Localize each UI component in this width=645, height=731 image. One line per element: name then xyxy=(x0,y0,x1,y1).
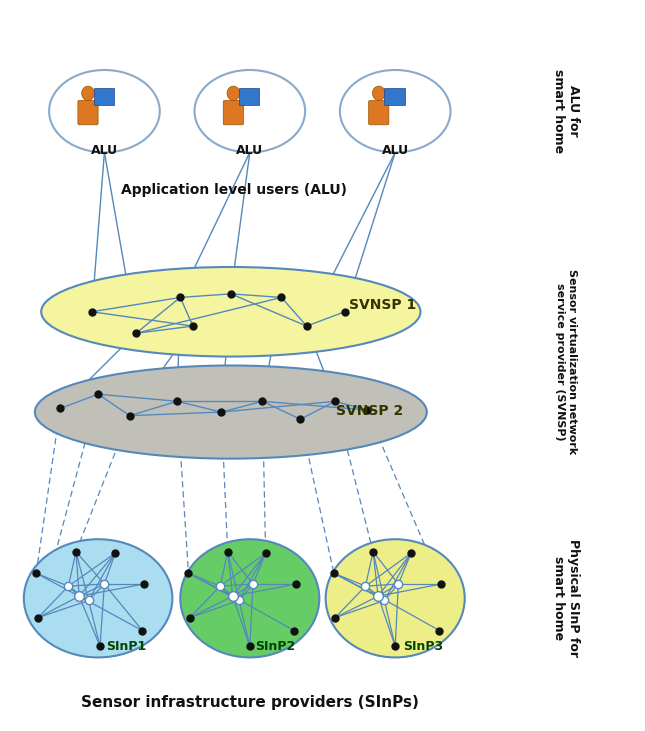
Ellipse shape xyxy=(49,70,160,152)
Text: ALU: ALU xyxy=(382,144,409,157)
FancyBboxPatch shape xyxy=(384,88,404,105)
Ellipse shape xyxy=(326,539,464,657)
FancyBboxPatch shape xyxy=(369,100,389,125)
Ellipse shape xyxy=(41,267,421,357)
Text: SVNSP 1: SVNSP 1 xyxy=(349,298,416,311)
Circle shape xyxy=(227,86,240,100)
Text: Sensor infrastructure providers (SInPs): Sensor infrastructure providers (SInPs) xyxy=(81,694,419,710)
Text: SInP2: SInP2 xyxy=(255,640,295,653)
Text: SInP3: SInP3 xyxy=(404,640,444,653)
Text: ALU for
smart home: ALU for smart home xyxy=(552,69,580,154)
Ellipse shape xyxy=(195,70,305,152)
FancyBboxPatch shape xyxy=(239,88,259,105)
Text: SVNSP 2: SVNSP 2 xyxy=(336,404,404,417)
Text: Physical SInP for
smart home: Physical SInP for smart home xyxy=(552,539,580,657)
Circle shape xyxy=(372,86,385,100)
Text: Application level users (ALU): Application level users (ALU) xyxy=(121,183,347,197)
Ellipse shape xyxy=(35,366,427,458)
Circle shape xyxy=(82,86,94,100)
Text: Sensor virtualization network
service provider (SVNSP): Sensor virtualization network service pr… xyxy=(555,269,577,455)
FancyBboxPatch shape xyxy=(223,100,243,125)
FancyBboxPatch shape xyxy=(94,88,114,105)
Text: ALU: ALU xyxy=(91,144,118,157)
Text: ALU: ALU xyxy=(236,144,263,157)
Text: SInP1: SInP1 xyxy=(106,640,146,653)
Ellipse shape xyxy=(24,539,172,657)
Ellipse shape xyxy=(180,539,319,657)
Ellipse shape xyxy=(340,70,450,152)
FancyBboxPatch shape xyxy=(78,100,98,125)
